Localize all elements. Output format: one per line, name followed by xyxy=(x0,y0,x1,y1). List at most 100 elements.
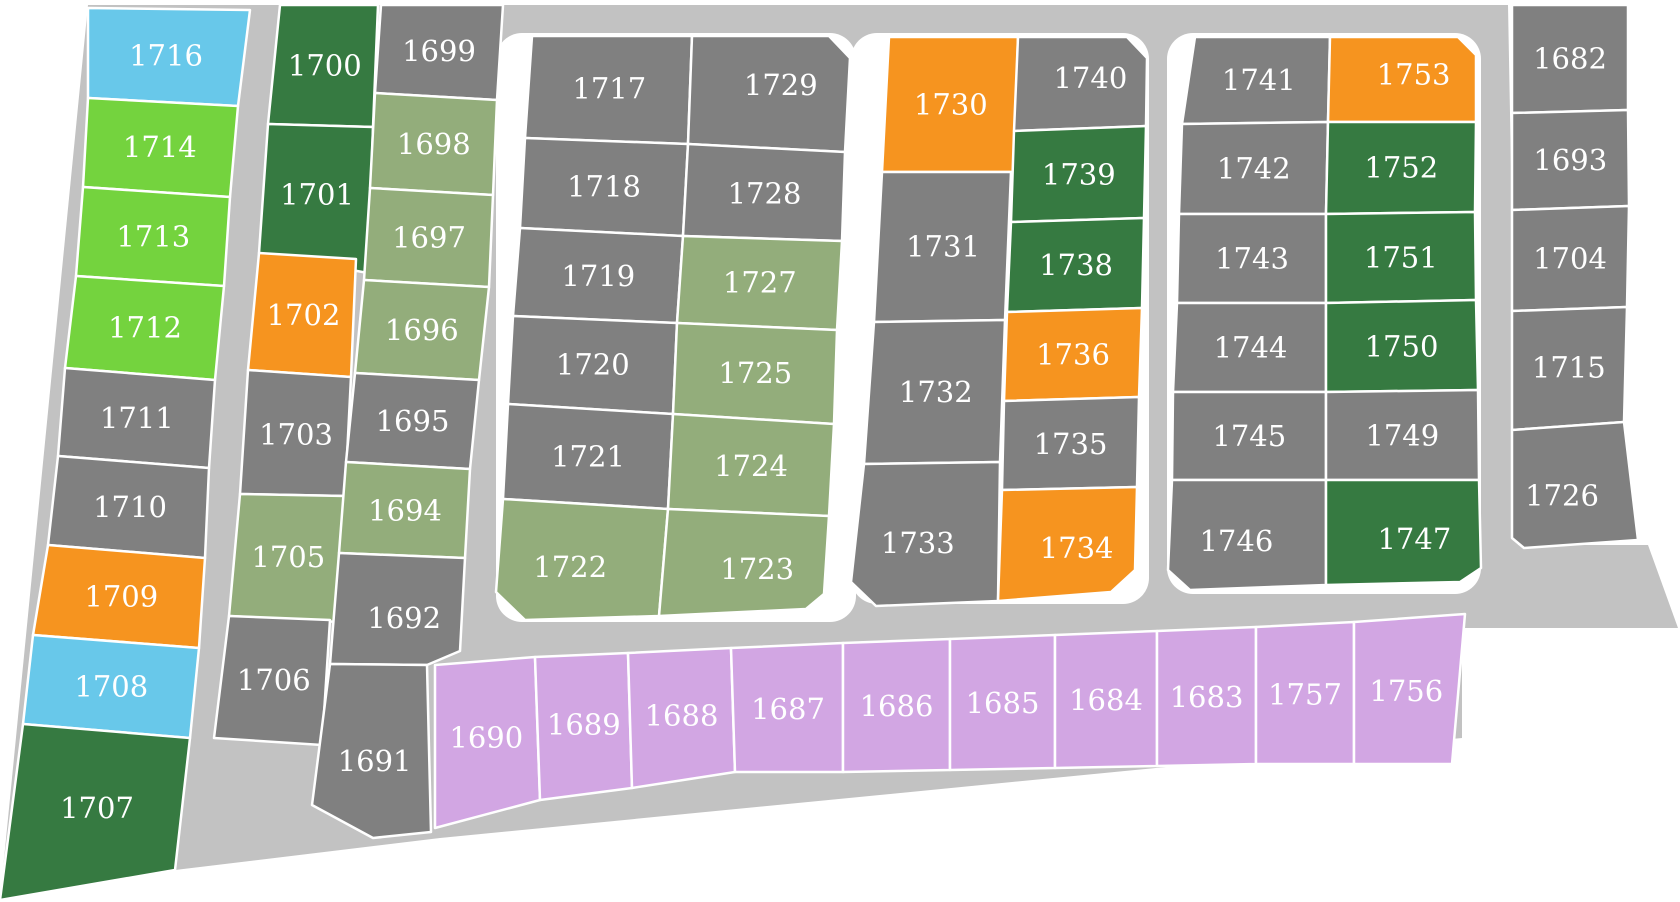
lot-1753[interactable]: 1753 xyxy=(1326,35,1478,124)
lot-1687[interactable]: 1687 xyxy=(729,641,845,774)
lot-1711[interactable]: 1711 xyxy=(56,366,217,470)
lot-shape[interactable] xyxy=(1510,305,1629,432)
lot-shape[interactable] xyxy=(1510,204,1631,313)
lot-1727[interactable]: 1727 xyxy=(675,234,844,332)
lot-shape[interactable] xyxy=(671,321,839,426)
lot-1697[interactable]: 1697 xyxy=(362,186,495,289)
lot-shape[interactable] xyxy=(1005,216,1146,314)
lot-shape[interactable] xyxy=(1324,298,1480,394)
lot-1699[interactable]: 1699 xyxy=(373,3,505,102)
lot-shape[interactable] xyxy=(56,366,217,470)
lot-1738[interactable]: 1738 xyxy=(1005,216,1146,314)
lot-shape[interactable] xyxy=(626,646,737,790)
lot-shape[interactable] xyxy=(368,91,499,197)
lot-shape[interactable] xyxy=(1171,301,1328,394)
lot-1735[interactable]: 1735 xyxy=(1000,395,1141,492)
lot-1683[interactable]: 1683 xyxy=(1155,625,1258,768)
lot-shape[interactable] xyxy=(310,662,433,840)
lot-1723[interactable]: 1723 xyxy=(657,507,831,618)
lot-shape[interactable] xyxy=(1324,388,1481,482)
lot-1724[interactable]: 1724 xyxy=(666,412,836,518)
lot-1722[interactable]: 1722 xyxy=(494,497,670,622)
lot-1721[interactable]: 1721 xyxy=(501,402,675,511)
lot-shape[interactable] xyxy=(1170,390,1328,482)
lot-shape[interactable] xyxy=(238,368,353,498)
lot-shape[interactable] xyxy=(328,551,467,667)
lot-1745[interactable]: 1745 xyxy=(1170,390,1328,482)
lot-shape[interactable] xyxy=(1177,120,1330,216)
lot-1736[interactable]: 1736 xyxy=(1002,306,1144,403)
lot-shape[interactable] xyxy=(872,170,1013,324)
lot-shape[interactable] xyxy=(74,185,232,288)
lot-1696[interactable]: 1696 xyxy=(353,278,491,382)
lot-1693[interactable]: 1693 xyxy=(1510,108,1631,212)
lot-1733[interactable]: 1733 xyxy=(849,460,1002,608)
lot-1717[interactable]: 1717 xyxy=(523,34,694,146)
lot-shape[interactable] xyxy=(841,637,952,774)
lot-shape[interactable] xyxy=(362,186,495,289)
lot-shape[interactable] xyxy=(666,412,836,518)
lot-1719[interactable]: 1719 xyxy=(511,226,685,325)
lot-1749[interactable]: 1749 xyxy=(1324,388,1481,482)
lot-1694[interactable]: 1694 xyxy=(337,460,472,560)
lot-1729[interactable]: 1729 xyxy=(686,34,852,154)
lot-1692[interactable]: 1692 xyxy=(328,551,467,667)
lot-1708[interactable]: 1708 xyxy=(21,633,201,740)
lot-shape[interactable] xyxy=(353,278,491,382)
lot-shape[interactable] xyxy=(257,122,375,275)
lot-shape[interactable] xyxy=(523,34,694,146)
lot-shape[interactable] xyxy=(996,485,1139,603)
lot-1725[interactable]: 1725 xyxy=(671,321,839,426)
lot-shape[interactable] xyxy=(1324,120,1478,216)
lot-shape[interactable] xyxy=(849,460,1002,608)
lot-1703[interactable]: 1703 xyxy=(238,368,353,498)
lot-shape[interactable] xyxy=(511,226,685,325)
lot-1746[interactable]: 1746 xyxy=(1166,478,1328,592)
lot-shape[interactable] xyxy=(948,633,1057,772)
lot-1715[interactable]: 1715 xyxy=(1510,305,1629,432)
lot-shape[interactable] xyxy=(86,6,252,108)
lot-1700[interactable]: 1700 xyxy=(266,3,380,129)
lot-shape[interactable] xyxy=(31,543,207,650)
lot-shape[interactable] xyxy=(1510,108,1631,212)
lot-shape[interactable] xyxy=(1166,478,1328,592)
lot-shape[interactable] xyxy=(344,371,481,471)
lot-1752[interactable]: 1752 xyxy=(1324,120,1478,216)
lot-1685[interactable]: 1685 xyxy=(948,633,1057,772)
lot-1714[interactable]: 1714 xyxy=(81,96,240,199)
lot-shape[interactable] xyxy=(0,722,192,902)
lot-shape[interactable] xyxy=(1352,612,1467,766)
lot-shape[interactable] xyxy=(681,142,847,243)
lot-1742[interactable]: 1742 xyxy=(1177,120,1330,216)
lot-1691[interactable]: 1691 xyxy=(310,662,433,840)
lot-shape[interactable] xyxy=(506,314,679,416)
lot-1747[interactable]: 1747 xyxy=(1324,478,1483,587)
lot-1690[interactable]: 1690 xyxy=(433,655,542,830)
lot-shape[interactable] xyxy=(1053,629,1159,770)
lot-shape[interactable] xyxy=(729,641,845,774)
lot-1702[interactable]: 1702 xyxy=(246,251,358,379)
lot-1731[interactable]: 1731 xyxy=(872,170,1013,324)
lot-1728[interactable]: 1728 xyxy=(681,142,847,243)
lot-1732[interactable]: 1732 xyxy=(862,318,1007,466)
lot-1684[interactable]: 1684 xyxy=(1053,629,1159,770)
lot-1695[interactable]: 1695 xyxy=(344,371,481,471)
lot-shape[interactable] xyxy=(81,96,240,199)
lot-1709[interactable]: 1709 xyxy=(31,543,207,650)
lot-shape[interactable] xyxy=(21,633,201,740)
lot-shape[interactable] xyxy=(1002,306,1144,403)
lot-1704[interactable]: 1704 xyxy=(1510,204,1631,313)
lot-shape[interactable] xyxy=(1000,395,1141,492)
lot-shape[interactable] xyxy=(246,251,358,379)
lot-1707[interactable]: 1707 xyxy=(0,722,192,902)
lot-1686[interactable]: 1686 xyxy=(841,637,952,774)
lot-1712[interactable]: 1712 xyxy=(63,274,226,382)
lot-shape[interactable] xyxy=(433,655,542,830)
lot-1701[interactable]: 1701 xyxy=(257,122,375,275)
lot-1718[interactable]: 1718 xyxy=(518,136,690,238)
lot-shape[interactable] xyxy=(1180,35,1332,126)
lot-1720[interactable]: 1720 xyxy=(506,314,679,416)
lot-shape[interactable] xyxy=(657,507,831,618)
lot-shape[interactable] xyxy=(1510,420,1640,550)
lot-shape[interactable] xyxy=(1175,212,1328,305)
